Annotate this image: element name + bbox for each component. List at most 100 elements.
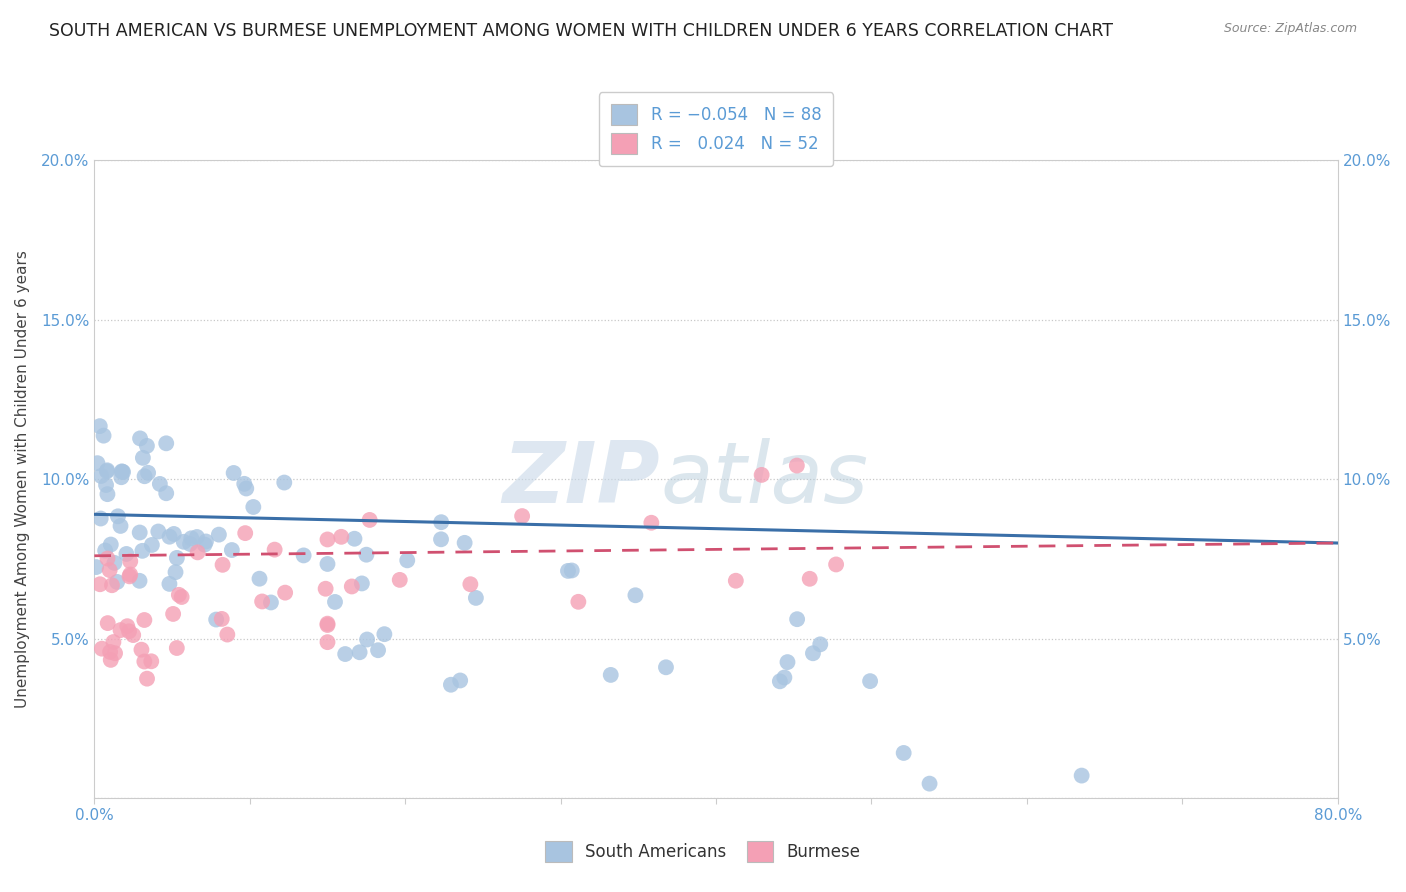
Point <box>340 579 363 593</box>
Point <box>117 619 139 633</box>
Point <box>808 637 831 651</box>
Point <box>1070 768 1092 782</box>
Point <box>250 594 273 608</box>
Point <box>640 516 662 530</box>
Point <box>136 672 159 686</box>
Point <box>111 464 134 478</box>
Point <box>100 537 122 551</box>
Point <box>166 640 188 655</box>
Point <box>460 577 482 591</box>
Point <box>136 466 159 480</box>
Point <box>131 544 153 558</box>
Point <box>359 513 381 527</box>
Point <box>134 469 156 483</box>
Point <box>330 530 353 544</box>
Point <box>316 618 339 632</box>
Point <box>107 509 129 524</box>
Point <box>208 527 231 541</box>
Point <box>155 436 177 450</box>
Point <box>464 591 486 605</box>
Point <box>186 530 208 544</box>
Point <box>453 536 475 550</box>
Point <box>430 515 453 529</box>
Point <box>128 574 150 588</box>
Point <box>773 670 796 684</box>
Point <box>105 574 128 589</box>
Point <box>786 612 808 626</box>
Point <box>561 564 583 578</box>
Point <box>776 655 799 669</box>
Point <box>194 538 217 552</box>
Point <box>101 578 124 592</box>
Point <box>205 613 228 627</box>
Point <box>120 567 142 582</box>
Point <box>159 530 181 544</box>
Point <box>163 527 186 541</box>
Point <box>356 548 378 562</box>
Point <box>173 534 195 549</box>
Point <box>211 612 233 626</box>
Point <box>103 635 125 649</box>
Point <box>349 645 371 659</box>
Point <box>510 509 533 524</box>
Point <box>84 560 107 574</box>
Point <box>179 537 201 551</box>
Point <box>97 616 120 631</box>
Point <box>89 419 111 434</box>
Point <box>335 647 357 661</box>
Point <box>104 646 127 660</box>
Point <box>316 533 339 547</box>
Point <box>323 595 346 609</box>
Point <box>148 524 170 539</box>
Text: ZIP: ZIP <box>502 438 659 521</box>
Point <box>242 500 264 514</box>
Point <box>260 595 283 609</box>
Point <box>96 463 118 477</box>
Point <box>149 477 172 491</box>
Point <box>316 557 339 571</box>
Y-axis label: Unemployment Among Women with Children Under 6 years: Unemployment Among Women with Children U… <box>15 251 30 708</box>
Point <box>350 576 373 591</box>
Point <box>96 487 118 501</box>
Point <box>134 613 156 627</box>
Text: SOUTH AMERICAN VS BURMESE UNEMPLOYMENT AMONG WOMEN WITH CHILDREN UNDER 6 YEARS C: SOUTH AMERICAN VS BURMESE UNEMPLOYMENT A… <box>49 22 1114 40</box>
Point <box>751 467 773 482</box>
Point <box>129 431 152 445</box>
Point <box>222 466 245 480</box>
Point <box>316 635 339 649</box>
Point <box>316 616 339 631</box>
Point <box>135 439 157 453</box>
Point <box>115 547 138 561</box>
Point <box>769 674 792 689</box>
Point <box>211 558 233 572</box>
Point <box>90 469 112 483</box>
Point <box>859 674 882 689</box>
Point <box>249 572 271 586</box>
Point <box>315 582 337 596</box>
Point <box>167 588 190 602</box>
Point <box>235 482 257 496</box>
Point <box>110 623 132 637</box>
Point <box>624 588 647 602</box>
Point <box>893 746 915 760</box>
Point <box>217 627 239 641</box>
Point <box>449 673 471 688</box>
Point <box>131 642 153 657</box>
Point <box>89 577 111 591</box>
Point <box>90 511 112 525</box>
Point <box>118 624 141 639</box>
Point <box>373 627 395 641</box>
Legend: R = −0.054   N = 88, R =   0.024   N = 52: R = −0.054 N = 88, R = 0.024 N = 52 <box>599 92 834 166</box>
Point <box>155 486 177 500</box>
Point <box>90 641 112 656</box>
Point <box>94 478 117 492</box>
Point <box>159 577 181 591</box>
Point <box>110 470 132 484</box>
Point <box>128 525 150 540</box>
Point <box>918 777 941 791</box>
Point <box>98 645 121 659</box>
Point <box>655 660 678 674</box>
Point <box>93 428 115 442</box>
Text: Source: ZipAtlas.com: Source: ZipAtlas.com <box>1223 22 1357 36</box>
Point <box>122 628 145 642</box>
